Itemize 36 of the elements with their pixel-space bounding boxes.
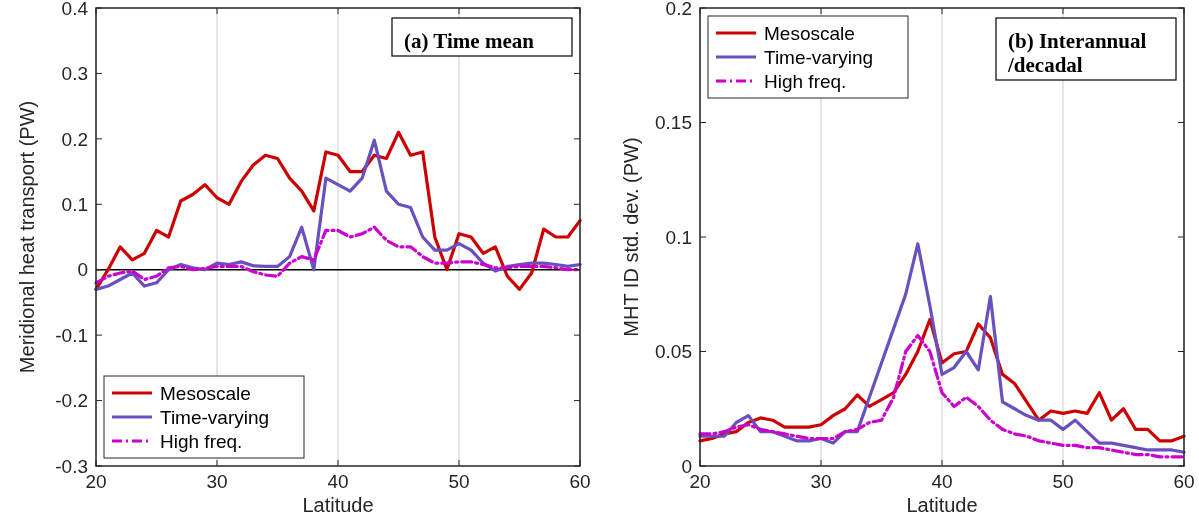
line-series <box>698 242 1186 454</box>
y-tick-label: 0.4 <box>61 0 89 19</box>
y-tick-label: -0.2 <box>55 390 88 412</box>
line-series <box>698 333 1186 459</box>
y-tick-label: 0 <box>77 259 88 281</box>
x-tick-label: 60 <box>1173 471 1195 492</box>
legend-label: High freq. <box>764 70 847 92</box>
x-tick-label: 50 <box>448 471 470 492</box>
y-tick-label: 0.3 <box>61 63 88 85</box>
x-axis-title: Latitude <box>906 494 978 516</box>
legend-label: High freq. <box>160 430 243 452</box>
legend-label: Time-varying <box>764 46 874 68</box>
y-tick-label: -0.1 <box>55 324 88 346</box>
y-tick-label: 0.2 <box>665 0 692 19</box>
y-tick-label: 0.2 <box>61 128 88 150</box>
legend-label: Mesoscale <box>160 382 251 404</box>
legend-label: Mesoscale <box>764 22 855 44</box>
y-tick-label: 0.1 <box>665 226 692 248</box>
y-tick-label: -0.3 <box>55 455 88 477</box>
y-axis-title: Meridional heat transport (PW) <box>16 100 38 374</box>
x-tick-label: 20 <box>689 471 711 492</box>
y-tick-label: 0.15 <box>655 112 692 134</box>
legend-label: Time-varying <box>160 406 270 428</box>
x-tick-label: 30 <box>810 471 832 492</box>
text: (b) Interannual /decadal <box>1007 29 1147 77</box>
x-tick-label: 40 <box>327 471 349 492</box>
y-tick-label: 0.05 <box>655 341 692 363</box>
y-axis-title: MHT ID std. dev. (PW) <box>620 137 642 337</box>
text: (a) Time mean <box>404 29 535 53</box>
x-axis-title: Latitude <box>302 494 374 516</box>
x-tick-label: 40 <box>931 471 953 492</box>
x-tick-label: 30 <box>206 471 228 492</box>
y-tick-label: 0.1 <box>61 193 88 215</box>
x-tick-label: 60 <box>569 471 591 492</box>
y-tick-label: 0 <box>681 455 692 477</box>
x-tick-label: 50 <box>1052 471 1074 492</box>
